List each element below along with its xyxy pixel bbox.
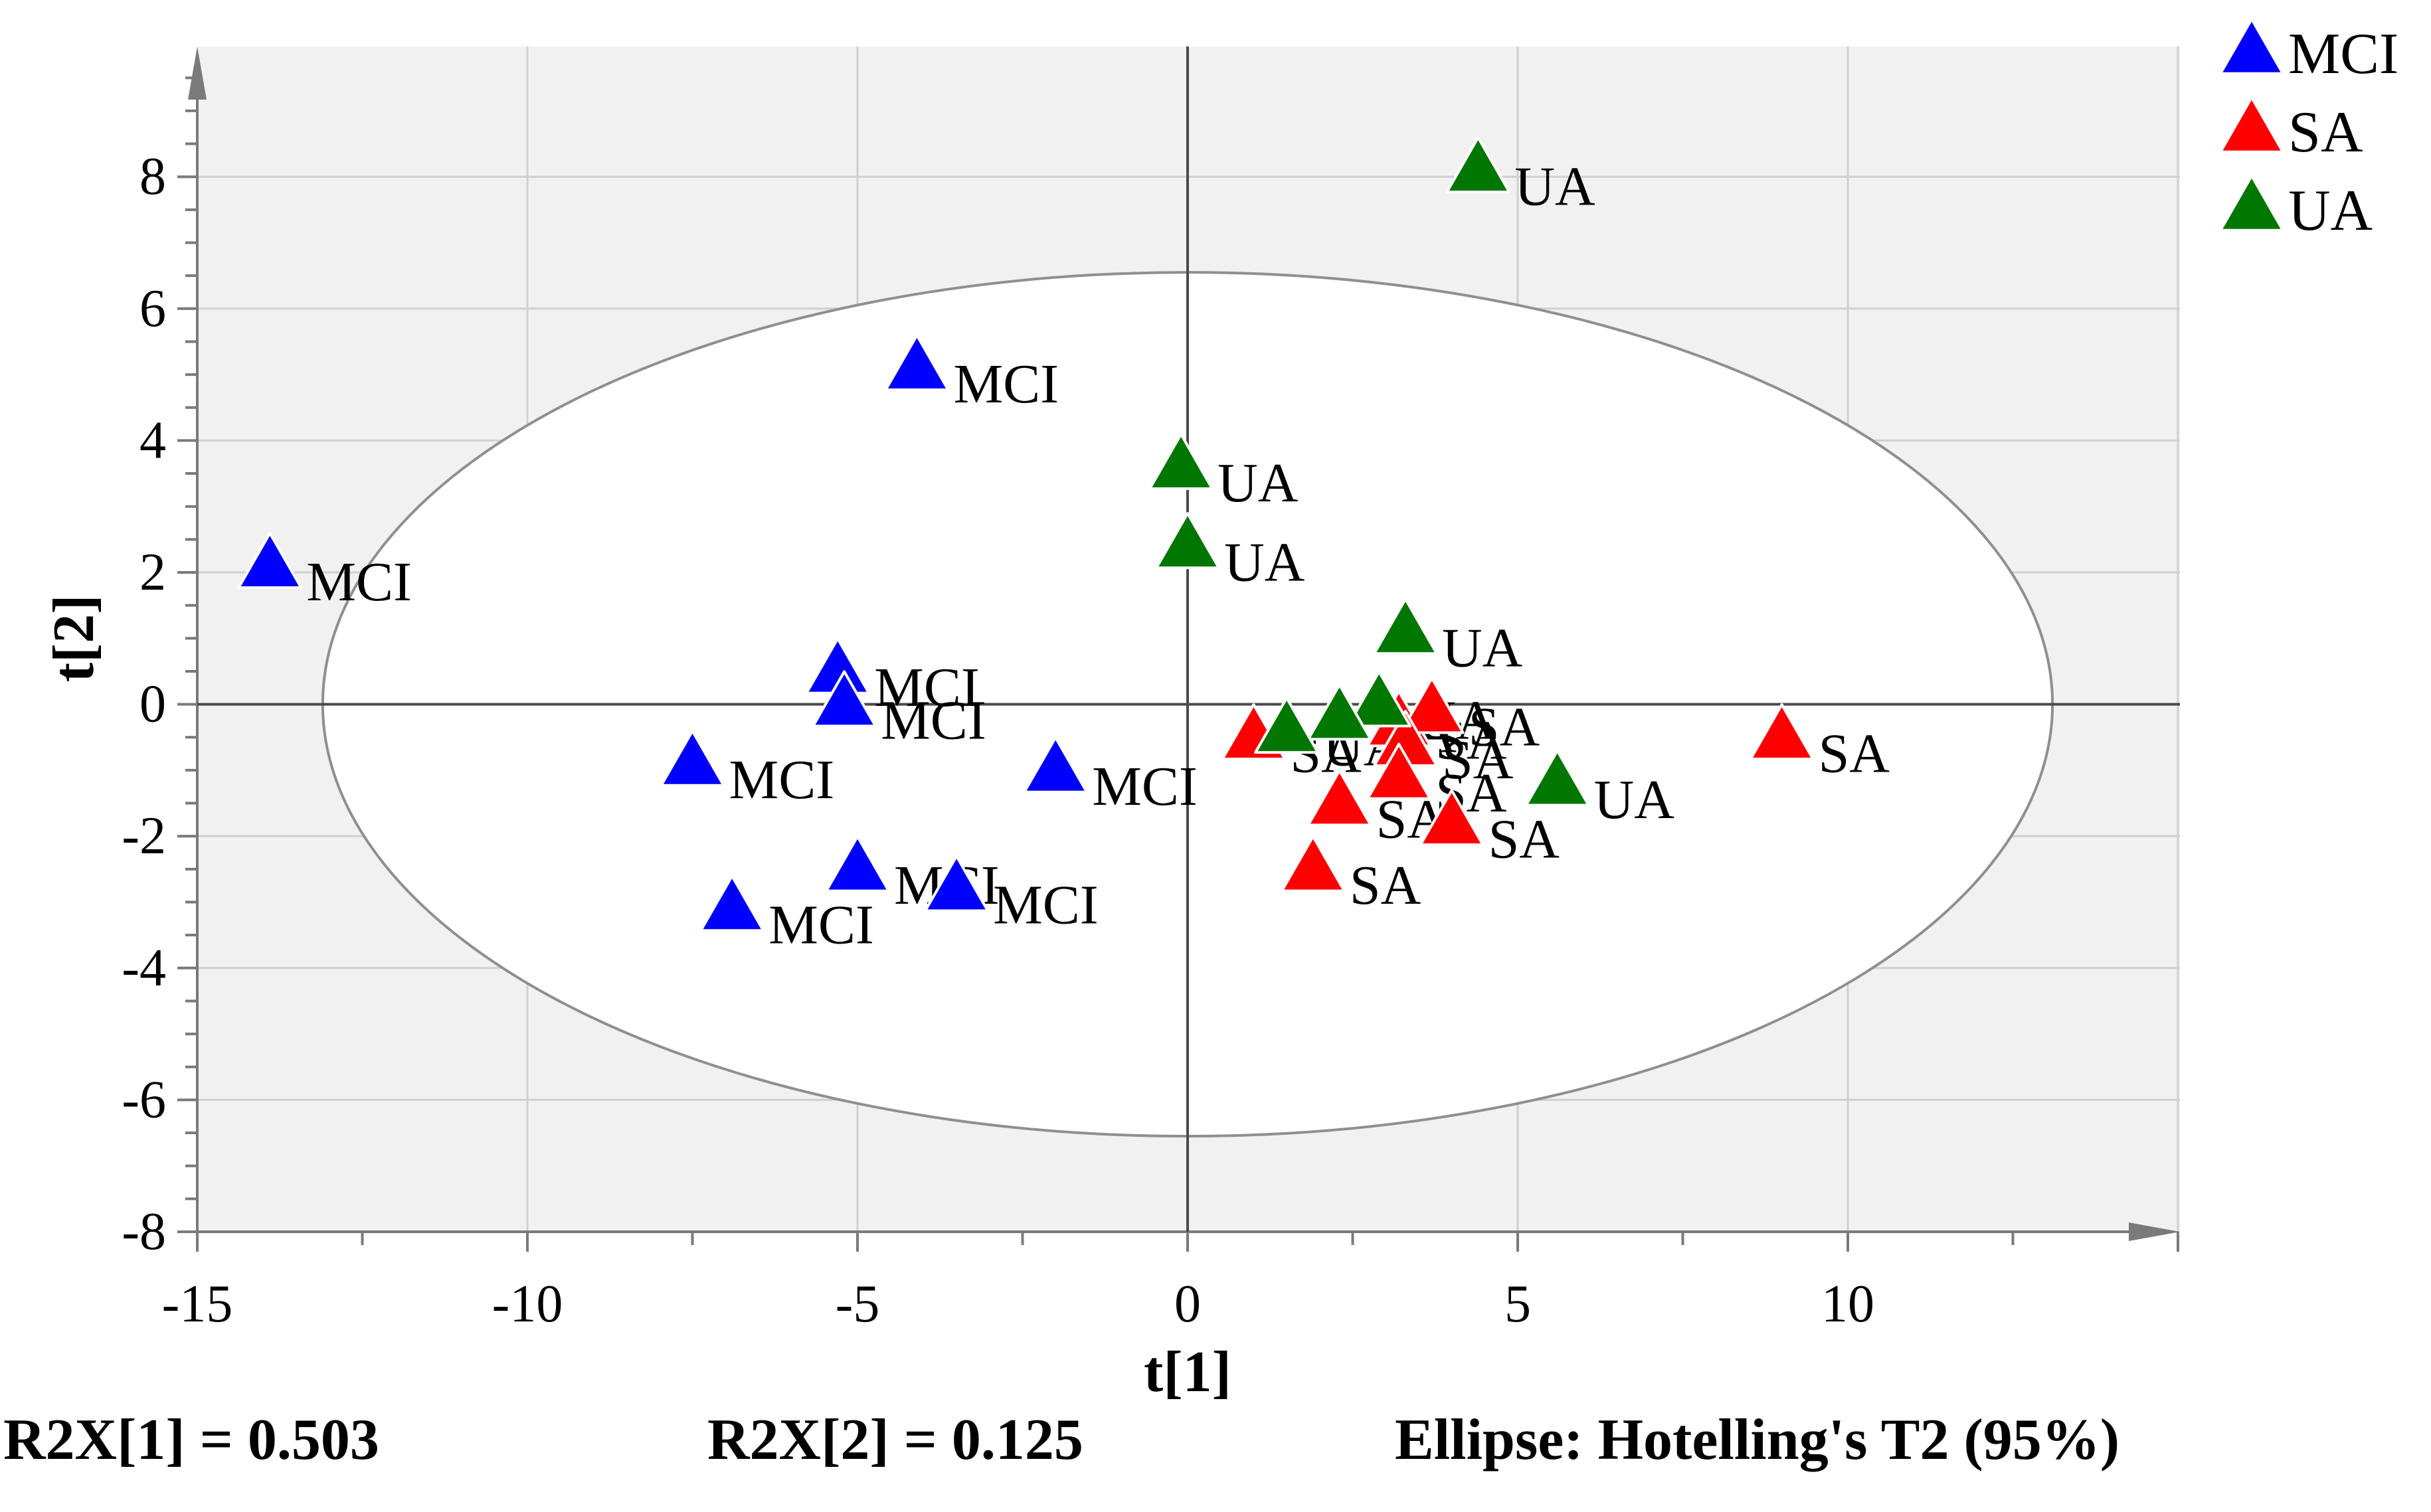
mci-marker [237,531,303,589]
mci-marker [1023,736,1089,794]
x-tick-label: -5 [836,1275,880,1333]
mci-point-label: MCI [993,875,1099,936]
ua-marker [1148,432,1214,490]
x-tick-label: -15 [162,1275,233,1333]
legend-ua-label: UA [2288,179,2373,243]
ua-point-label: UA [1217,452,1299,514]
sa-marker [1749,703,1815,761]
mci-point-label: MCI [953,353,1059,415]
mci-marker [884,333,950,391]
mci-point-label: MCI [306,551,412,613]
axes: -15 -10 -5 0 5 10 -8 -6 -4 -2 0 2 4 6 8 [122,46,2180,1333]
sa-point-label: SA [1488,808,1560,870]
ua-point-label: UA [1594,769,1675,831]
mci-point-label: MCI [874,657,980,718]
x-tick-label: 10 [1821,1275,1874,1333]
y-tick-label: -6 [122,1070,166,1129]
sa-point-label: SA [1469,697,1540,758]
mci-marker [812,670,877,728]
y-tick-label: 8 [139,147,166,206]
sa-point-label: SA [1442,729,1514,791]
legend-sa-label: SA [2288,100,2363,165]
ua-marker [1254,697,1320,754]
y-tick-label: 2 [139,543,166,602]
y-axis-arrow [188,46,207,100]
mci-point-label: MCI [1092,756,1198,817]
sa-marker [1306,769,1372,827]
legend-sa-marker [2219,96,2284,153]
ua-marker [1373,598,1439,655]
y-tick-label: 0 [139,675,166,734]
ua-point-label: UA [1442,617,1523,679]
x-tick-label: 5 [1504,1275,1531,1333]
ua-marker [1306,683,1372,741]
data-markers [237,136,1815,932]
ua-point-label: UA [1514,155,1595,217]
sa-marker [1366,742,1432,800]
legend-mci-label: MCI [2288,22,2398,86]
mci-marker [699,875,765,932]
y-tick-label: -2 [122,807,166,865]
sa-point-label: SA [1819,722,1890,784]
mci-point-label: MCI [729,749,835,811]
mci-point-label: MCI [881,690,986,752]
ua-marker [1155,512,1220,570]
y-tick-label: 4 [139,411,166,469]
legend: MCI SA UA [2219,17,2398,243]
ellipse-note: Ellipse: Hotelling's T2 (95%) [1395,1408,2120,1472]
y-tick-label: -4 [122,939,166,997]
y-axis-title: t[2] [42,594,106,682]
legend-mci-marker [2219,17,2284,75]
legend-ua-marker [2219,174,2284,232]
mci-marker [660,729,725,787]
axis-titles: t[1] t[2] [42,594,1231,1404]
y-tick-label: -8 [122,1203,166,1261]
sa-marker [1419,789,1485,847]
r2x2-stat: R2X[2] = 0.125 [707,1408,1083,1472]
ua-marker [1346,670,1412,728]
x-axis-title: t[1] [1144,1340,1231,1404]
sa-marker [1280,835,1346,892]
mci-point-label: MCI [768,894,874,956]
x-tick-label: 0 [1174,1275,1201,1333]
x-axis-arrow [2129,1222,2180,1241]
x-tick-label: -10 [492,1275,563,1333]
ua-marker [1524,749,1590,807]
mci-marker [924,855,990,912]
sa-point-label: SA [1350,855,1421,916]
sa-marker [1399,677,1465,734]
y-tick-label: 6 [139,280,166,338]
mci-marker [825,835,890,892]
ua-point-label: UA [1224,531,1305,593]
r2x1-stat: R2X[1] = 0.503 [3,1408,379,1472]
ua-marker [1445,136,1511,194]
